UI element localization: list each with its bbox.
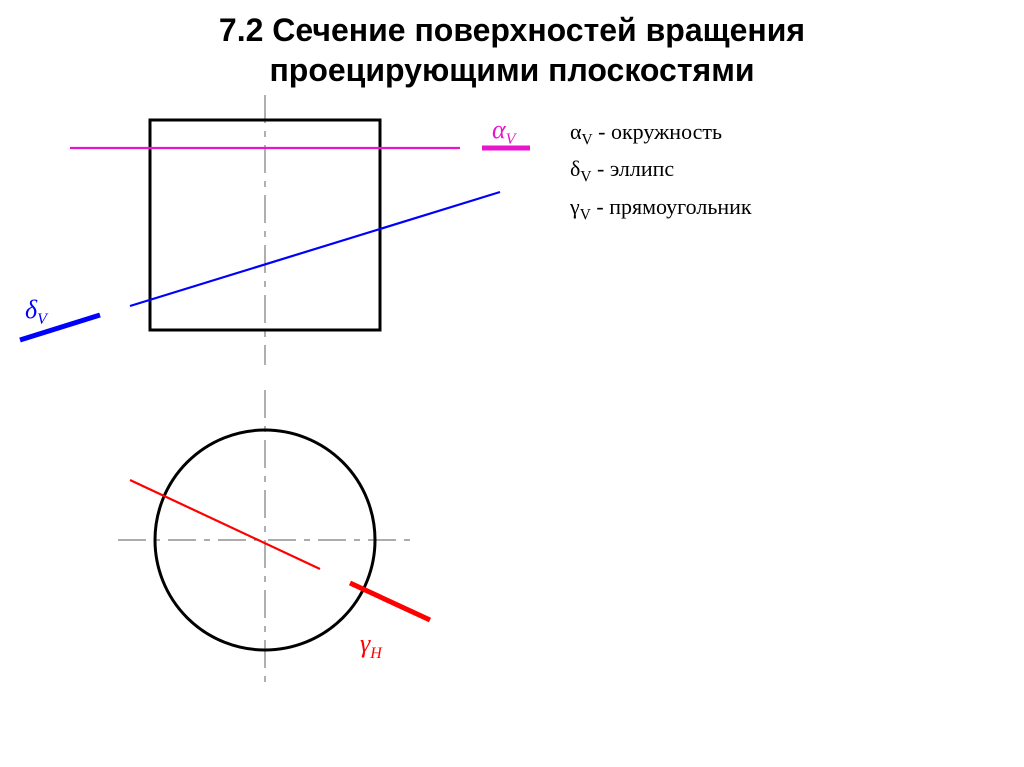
legend-delta-dash: -: [592, 156, 610, 181]
diagram-svg: αV δV γH: [0, 90, 560, 730]
legend-alpha-sym: α: [570, 119, 582, 144]
title-line1: 7.2 Сечение поверхностей вращения: [219, 12, 805, 48]
legend-gamma-dash: -: [591, 194, 609, 219]
diagram-container: αVδVγH αV - окружность δV - эллипс γV - …: [0, 90, 1024, 760]
title-line2: проецирующими плоскостями: [269, 52, 754, 88]
delta-label: δV: [25, 295, 49, 328]
legend-alpha-dash: -: [593, 119, 611, 144]
legend: αV - окружность δV - эллипс γV - прямоуг…: [570, 115, 752, 227]
legend-gamma-sym: γ: [570, 194, 580, 219]
legend-alpha-text: окружность: [611, 119, 722, 144]
legend-delta-text: эллипс: [610, 156, 674, 181]
legend-gamma-text: прямоугольник: [609, 194, 751, 219]
legend-gamma: γV - прямоугольник: [570, 190, 752, 227]
legend-delta-sub: V: [580, 169, 591, 186]
legend-alpha: αV - окружность: [570, 115, 752, 152]
alpha-label: αV: [492, 115, 518, 148]
legend-gamma-sub: V: [580, 206, 591, 223]
legend-delta-sym: δ: [570, 156, 580, 181]
legend-delta: δV - эллипс: [570, 152, 752, 189]
page-title: 7.2 Сечение поверхностей вращения проеци…: [0, 0, 1024, 90]
legend-alpha-sub: V: [582, 131, 593, 148]
gamma-label: γH: [360, 629, 383, 662]
